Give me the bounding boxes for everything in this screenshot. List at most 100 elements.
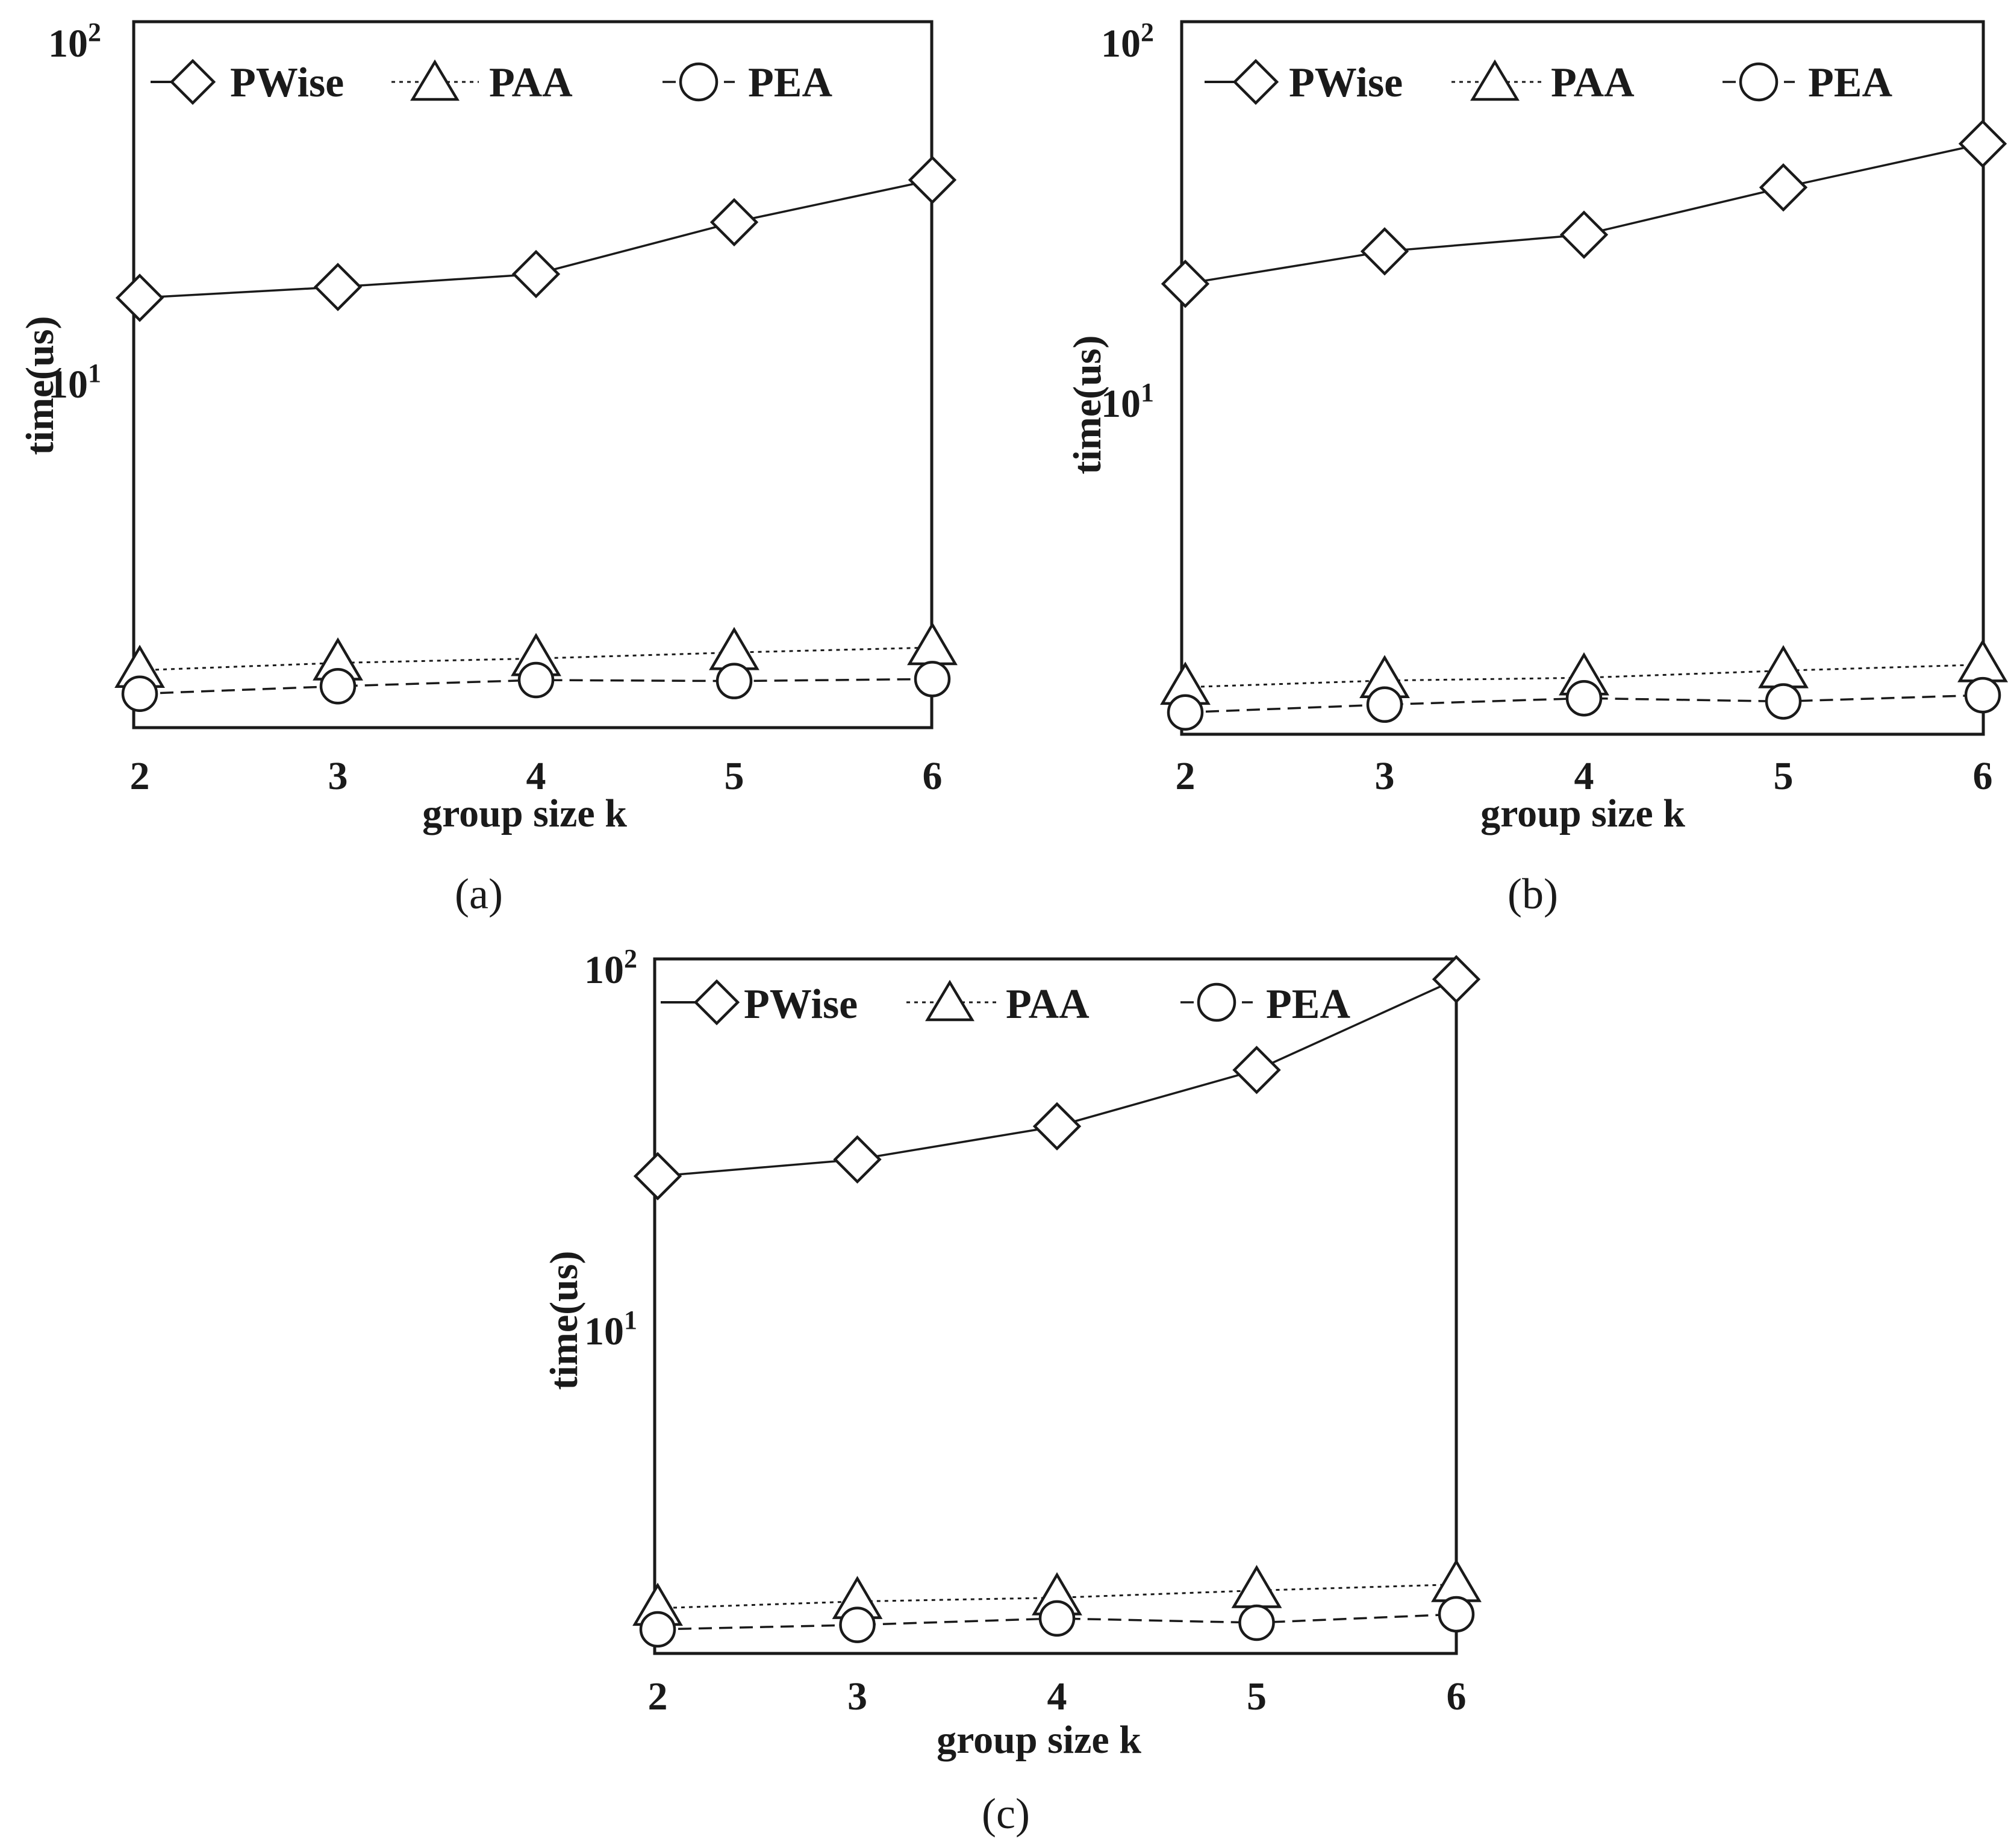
y-tick-label: 102 xyxy=(1101,17,1154,66)
x-tick-label: 3 xyxy=(847,1675,867,1718)
chart-panel-a: PWise PAA PEA 102 101 2 3 4 5 6 time(us) gro… xyxy=(18,17,958,918)
data-point-pea xyxy=(319,667,357,705)
series-layer xyxy=(632,955,1482,1648)
legend: PWise PAA PEA xyxy=(1205,58,1892,106)
x-tick-labels: 2 3 4 5 6 xyxy=(1176,754,1993,798)
x-axis-title: group size k xyxy=(937,1718,1141,1762)
x-tick-label: 2 xyxy=(1176,754,1196,798)
data-point-pea xyxy=(1167,694,1204,731)
y-tick-label: 101 xyxy=(48,358,101,407)
chart-panel-b: PWise PAA PEA 102 101 2 3 4 5 6 time(us) gro… xyxy=(1065,17,2008,918)
data-point-pea xyxy=(716,663,753,699)
data-point-pwise xyxy=(1759,163,1808,212)
data-point-paa xyxy=(1957,638,2008,682)
legend-circle-marker xyxy=(679,62,719,102)
x-tick-label: 3 xyxy=(1375,754,1395,798)
legend-circle-marker xyxy=(1197,982,1236,1022)
x-tick-label: 2 xyxy=(648,1675,668,1718)
legend-label-paa: PAA xyxy=(489,60,573,106)
x-axis-title: group size k xyxy=(422,791,627,835)
legend-item-paa: PAA xyxy=(906,979,1090,1028)
y-tick-label: 101 xyxy=(1101,378,1154,426)
legend-item-pwise: PWise xyxy=(151,58,344,106)
x-tick-label: 4 xyxy=(1574,754,1594,798)
data-point-pwise xyxy=(1032,1102,1082,1151)
data-point-pea xyxy=(1565,679,1603,717)
data-point-pea xyxy=(1238,1604,1275,1641)
x-axis-title: group size k xyxy=(1480,791,1685,835)
legend: PWise PAA PEA xyxy=(661,979,1350,1028)
data-point-pea xyxy=(639,1611,676,1648)
legend-triangle-marker xyxy=(410,59,460,101)
y-tick-label: 102 xyxy=(584,944,637,992)
data-point-pwise xyxy=(1161,260,1210,308)
x-tick-labels: 2 3 4 5 6 xyxy=(648,1675,1467,1718)
data-point-pea xyxy=(121,675,158,712)
x-tick-label: 3 xyxy=(328,754,348,798)
data-point-pea xyxy=(1765,683,1802,720)
data-point-paa xyxy=(1231,1565,1282,1608)
data-point-pea xyxy=(517,661,555,699)
data-point-pea xyxy=(1366,686,1403,723)
series-line-paa xyxy=(139,646,933,672)
legend-label-pwise: PWise xyxy=(1289,60,1403,106)
legend-label-pwise: PWise xyxy=(744,981,858,1028)
x-tick-label: 5 xyxy=(1774,754,1794,798)
legend-label-paa: PAA xyxy=(1006,981,1090,1028)
x-tick-label: 6 xyxy=(1447,1675,1467,1718)
legend-triangle-marker xyxy=(925,979,974,1022)
legend-circle-marker xyxy=(1739,62,1779,102)
data-point-pwise xyxy=(1958,119,2007,168)
y-tick-labels: 102 101 xyxy=(584,944,637,1353)
data-point-pea xyxy=(1964,676,2001,714)
legend-label-pwise: PWise xyxy=(230,60,344,106)
legend-triangle-marker xyxy=(1470,59,1520,101)
y-axis-title: time(us) xyxy=(18,316,62,455)
x-tick-labels: 2 3 4 5 6 xyxy=(130,754,943,798)
plot-frame xyxy=(132,20,934,729)
legend-item-pea: PEA xyxy=(1723,60,1892,106)
panel-caption: (a) xyxy=(455,870,503,918)
legend-item-paa: PAA xyxy=(1451,59,1635,106)
data-point-pwise xyxy=(1360,227,1409,276)
y-tick-labels: 102 101 xyxy=(48,17,101,407)
data-point-pwise xyxy=(908,155,957,204)
legend-item-pea: PEA xyxy=(663,60,832,106)
data-point-paa xyxy=(1431,1558,1482,1602)
y-axis-title: time(us) xyxy=(542,1251,586,1390)
legend-label-pea: PEA xyxy=(1266,981,1350,1028)
legend-diamond-marker xyxy=(1232,58,1279,105)
x-tick-label: 4 xyxy=(526,754,546,798)
data-point-pea xyxy=(1438,1596,1475,1633)
data-point-pwise xyxy=(1432,955,1481,1004)
legend-label-pea: PEA xyxy=(748,60,832,106)
x-tick-label: 4 xyxy=(1047,1675,1067,1718)
plot-frame xyxy=(1180,20,1985,736)
x-tick-label: 5 xyxy=(725,754,744,798)
data-point-paa xyxy=(1758,645,1809,688)
legend-item-pwise: PWise xyxy=(1205,58,1403,106)
legend-item-paa: PAA xyxy=(391,59,573,106)
data-point-pea xyxy=(1038,1600,1076,1637)
data-point-pwise xyxy=(511,249,561,299)
x-tick-label: 5 xyxy=(1247,1675,1267,1718)
x-tick-label: 6 xyxy=(1973,754,1993,798)
data-point-pwise xyxy=(633,1152,682,1200)
data-point-paa xyxy=(907,622,958,666)
x-tick-label: 6 xyxy=(923,754,943,798)
plot-frame xyxy=(653,957,1458,1655)
data-point-pwise xyxy=(833,1135,882,1184)
data-point-pwise xyxy=(709,198,759,247)
chart-panel-c: PWise PAA PEA 102 101 2 3 4 5 6 time(us) gro… xyxy=(542,944,1482,1838)
legend-item-pwise: PWise xyxy=(661,979,858,1028)
panel-caption: (b) xyxy=(1508,870,1558,918)
data-point-pwise xyxy=(1232,1046,1281,1094)
x-tick-label: 2 xyxy=(130,754,150,798)
legend-diamond-marker xyxy=(693,979,740,1026)
legend-label-pea: PEA xyxy=(1808,60,1892,106)
data-point-pwise xyxy=(313,263,363,311)
legend: PWise PAA PEA xyxy=(151,58,832,106)
series-layer xyxy=(1160,119,2008,731)
panel-caption: (c) xyxy=(982,1790,1030,1838)
